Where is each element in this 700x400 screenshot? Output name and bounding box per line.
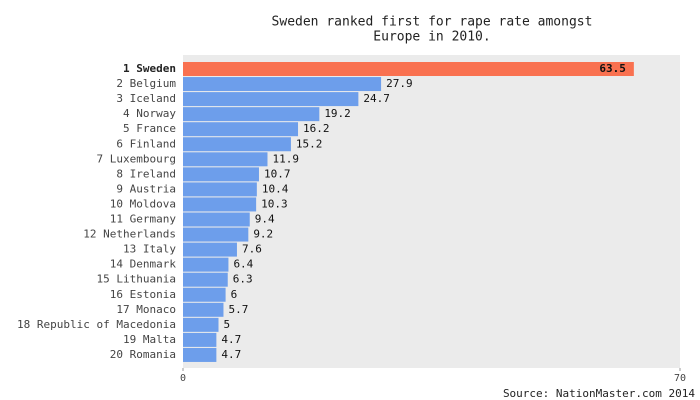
chart-title: Europe in 2010. — [373, 30, 490, 45]
value-label: 27.9 — [386, 77, 413, 90]
bar — [183, 302, 224, 317]
bar — [183, 197, 257, 212]
bar — [183, 77, 382, 92]
bar — [183, 62, 634, 76]
value-label: 9.2 — [253, 228, 273, 241]
bar — [183, 332, 217, 347]
y-tick-label: 5 France — [123, 122, 176, 135]
value-label: 4.7 — [221, 348, 241, 361]
value-label: 10.7 — [264, 167, 291, 180]
x-tick-label: 0 — [180, 373, 186, 384]
y-tick-label: 8 Ireland — [116, 167, 176, 180]
y-tick-label: 3 Iceland — [116, 92, 176, 105]
bar — [183, 347, 217, 362]
y-tick-label: 12 Netherlands — [83, 228, 176, 241]
source: Source: NationMaster.com 2014 — [503, 387, 695, 400]
bar — [183, 287, 226, 302]
bar — [183, 167, 259, 182]
y-tick-label: 4 Norway — [123, 107, 176, 120]
bar — [183, 137, 291, 152]
chart-title: Sweden ranked first for rape rate amongs… — [272, 15, 593, 30]
value-label: 7.6 — [242, 243, 262, 256]
bar — [183, 182, 257, 197]
y-tick-label: 19 Malta — [123, 333, 176, 346]
y-tick-label: 18 Republic of Macedonia — [17, 318, 176, 331]
y-tick-label: 2 Belgium — [116, 77, 176, 90]
y-tick-label: 14 Denmark — [110, 258, 177, 271]
value-label: 5.7 — [228, 303, 248, 316]
bar — [183, 122, 299, 137]
y-tick-label: 13 Italy — [123, 243, 176, 256]
bar — [183, 107, 320, 122]
x-tick-label: 70 — [674, 373, 686, 384]
y-tick-label: 9 Austria — [116, 182, 176, 195]
bar — [183, 212, 250, 227]
value-label: 63.5 — [599, 62, 626, 75]
value-label: 16.2 — [303, 122, 330, 135]
value-label: 6 — [231, 288, 238, 301]
y-tick-label: 10 Moldova — [110, 197, 176, 210]
value-label: 10.4 — [262, 182, 289, 195]
value-label: 5 — [224, 318, 231, 331]
value-label: 19.2 — [324, 107, 351, 120]
y-tick-label: 11 Germany — [110, 213, 177, 226]
value-label: 4.7 — [221, 333, 241, 346]
value-label: 6.3 — [233, 273, 253, 286]
y-tick-label: 7 Luxembourg — [97, 152, 176, 165]
value-label: 15.2 — [296, 137, 323, 150]
bar — [183, 92, 359, 107]
bar — [183, 227, 249, 242]
value-label: 24.7 — [363, 92, 390, 105]
y-tick-label: 15 Lithuania — [97, 273, 176, 286]
y-tick-label: 17 Monaco — [116, 303, 176, 316]
y-tick-label: 20 Romania — [110, 348, 176, 361]
value-label: 11.9 — [272, 152, 299, 165]
value-label: 6.4 — [233, 258, 253, 271]
bar — [183, 317, 219, 332]
y-tick-label: 6 Finland — [116, 137, 176, 150]
bar — [183, 257, 229, 272]
y-tick-label: 16 Estonia — [110, 288, 176, 301]
value-label: 10.3 — [261, 197, 288, 210]
bar — [183, 152, 268, 167]
y-tick-label: 1 Sweden — [123, 62, 176, 75]
bar — [183, 242, 237, 257]
bar — [183, 272, 228, 287]
value-label: 9.4 — [255, 213, 275, 226]
